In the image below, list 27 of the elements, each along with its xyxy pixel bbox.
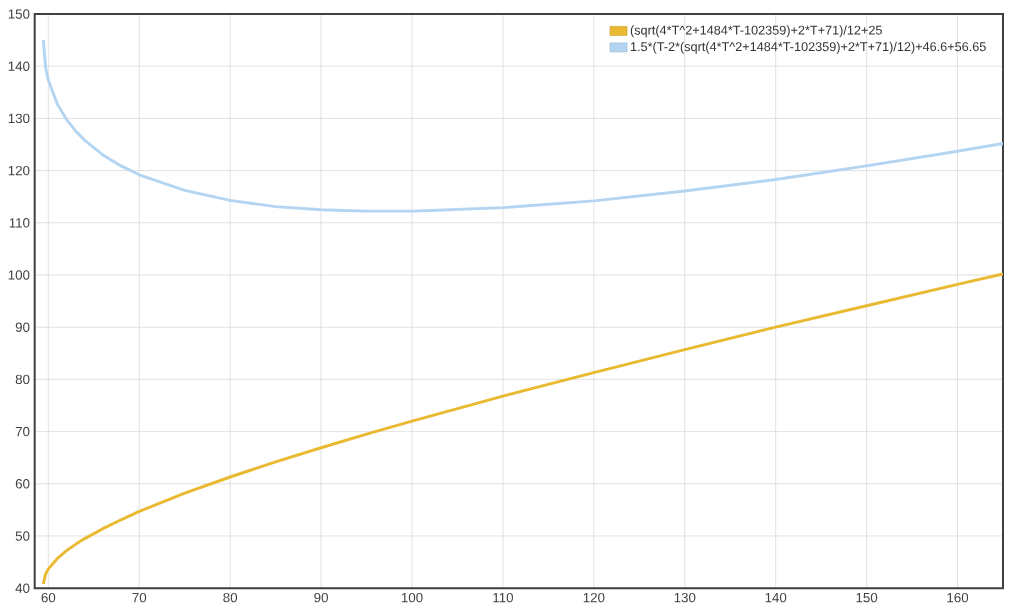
x-tick-label: 130 [674, 592, 696, 603]
y-tick-label: 110 [9, 217, 30, 228]
x-tick-label: 100 [401, 592, 423, 603]
y-tick-label: 60 [15, 478, 30, 489]
x-tick-label: 150 [856, 592, 878, 603]
y-tick-label: 100 [8, 270, 30, 280]
legend-label: (sqrt(4*T^2+1484*T-102359)+2*T+71)/12+25 [630, 25, 882, 38]
y-tick-label: 40 [15, 583, 30, 593]
x-tick-label: 70 [132, 592, 147, 603]
x-tick-label: 60 [41, 592, 56, 603]
y-tick-label: 70 [15, 426, 30, 437]
y-tick-label: 50 [15, 531, 30, 541]
y-tick-label: 130 [8, 113, 30, 124]
x-tick-label: 160 [947, 592, 969, 603]
legend-label: 1.5*(T-2*(sqrt(4*T^2+1484*T-102359)+2*T+71)/12)+46.6+56.65 [630, 41, 986, 54]
y-tick-label: 140 [8, 61, 30, 71]
line-series [41, 272, 1003, 586]
y-tick-label: 120 [8, 165, 30, 176]
y-tick-label: 80 [15, 374, 30, 385]
x-tick-label: 120 [583, 592, 605, 603]
x-tick-label: 110 [493, 592, 514, 603]
x-tick-label: 140 [765, 592, 787, 603]
line-series [41, 38, 1003, 213]
x-tick-label: 80 [223, 592, 238, 603]
x-tick-label: 90 [314, 592, 328, 603]
y-tick-label: 150 [8, 9, 30, 19]
y-tick-label: 90 [15, 322, 30, 332]
